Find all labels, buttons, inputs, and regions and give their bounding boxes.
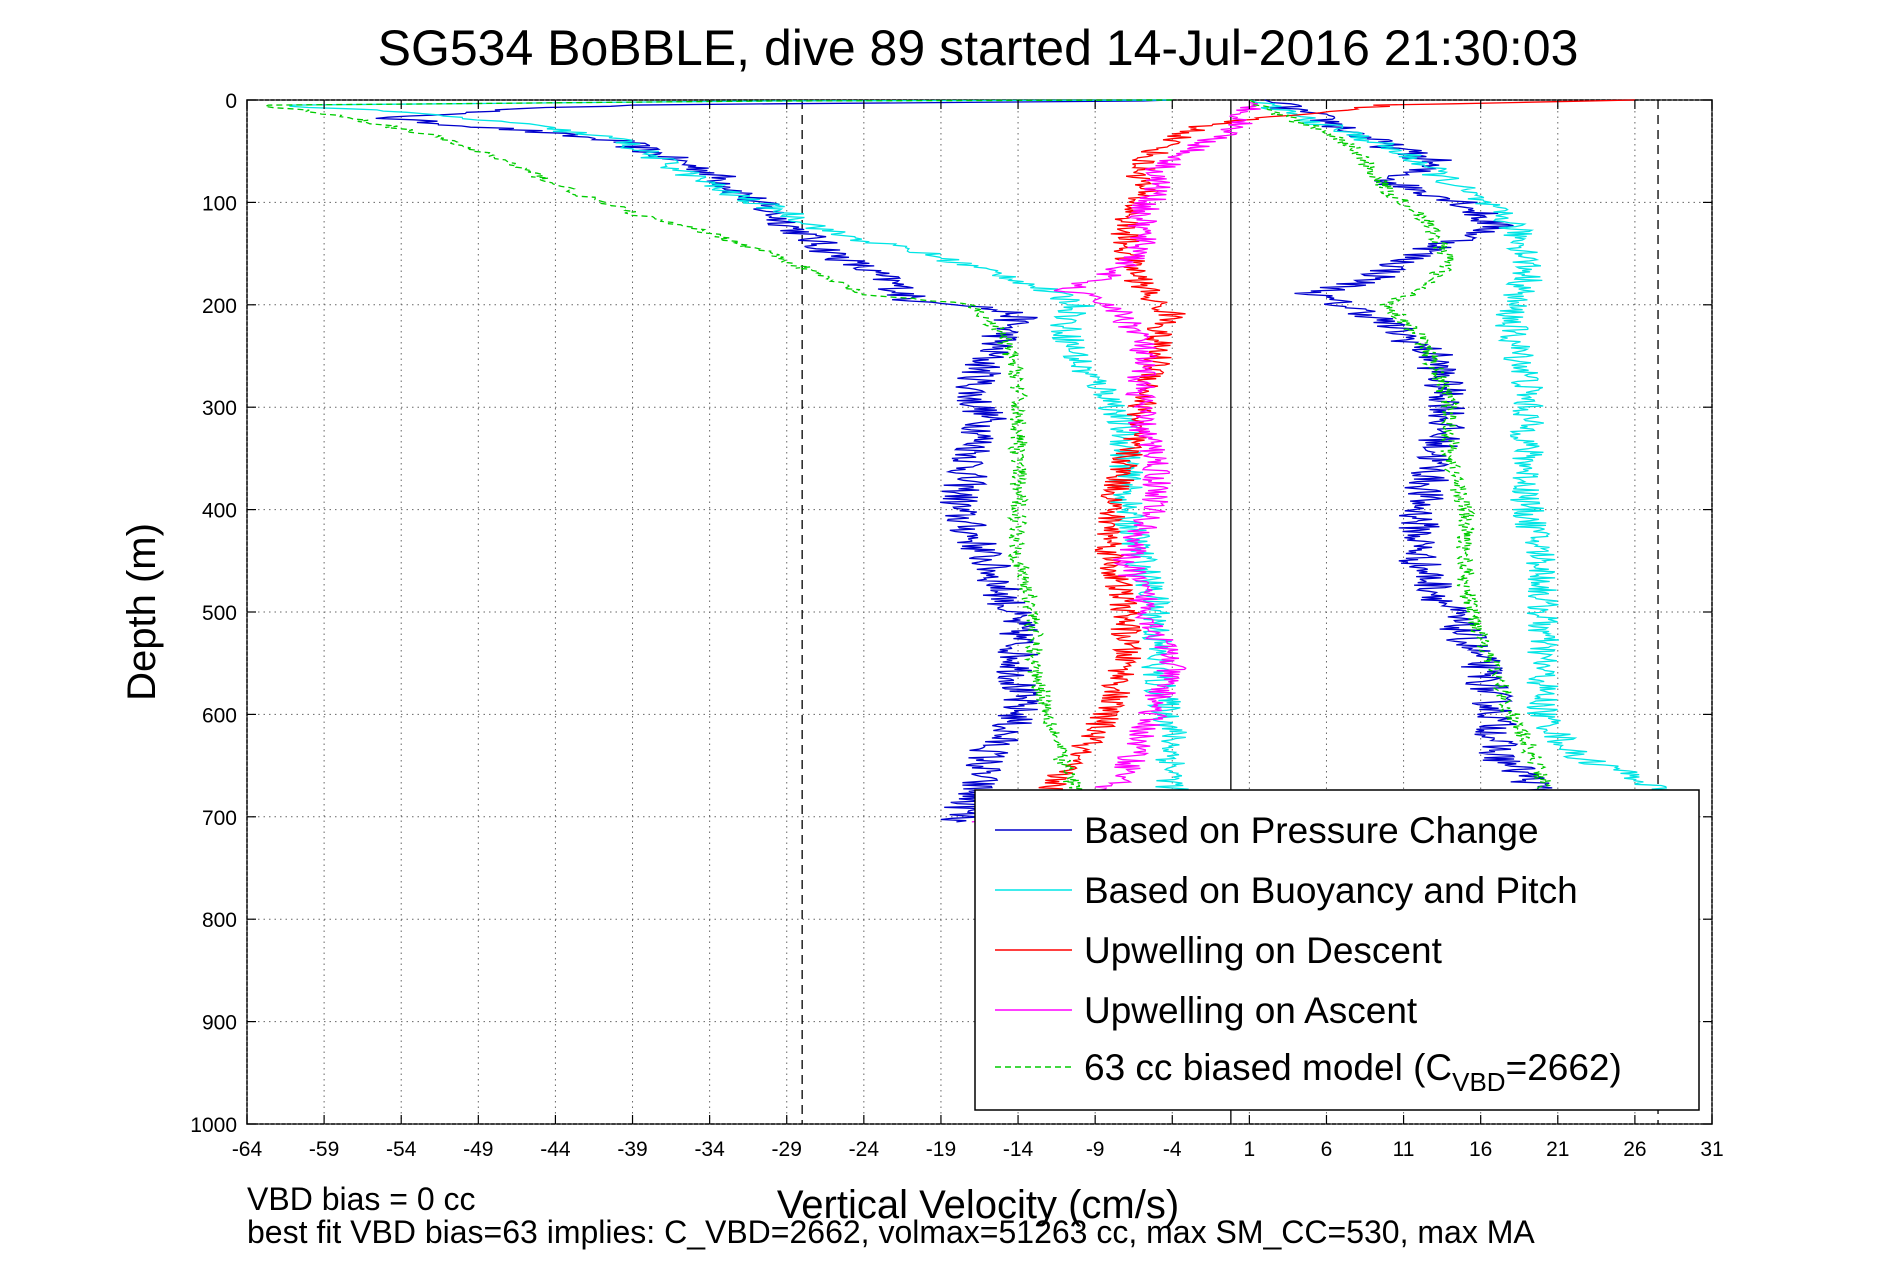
- series-line-1-branch-2: [1264, 99, 1553, 797]
- legend-label-4: Upwelling on Ascent: [1084, 990, 1418, 1031]
- x-tick-label: -64: [232, 1138, 263, 1161]
- x-tick-label: 6: [1321, 1138, 1333, 1161]
- y-tick-label: 1000: [190, 1114, 237, 1137]
- x-tick-label: -39: [617, 1138, 647, 1161]
- x-tick-label: -24: [849, 1138, 880, 1161]
- data-series: [262, 99, 1698, 823]
- x-tick-label: 21: [1546, 1138, 1569, 1161]
- y-tick-label: 500: [202, 602, 237, 625]
- legend-label-text: Upwelling on Ascent: [1084, 990, 1418, 1031]
- series-line-2-branch-2: [1249, 99, 1698, 818]
- x-tick-label: -29: [772, 1138, 802, 1161]
- y-axis-label: Depth (m): [120, 523, 164, 701]
- footer-line-2: best fit VBD bias=63 implies: C_VBD=2662…: [247, 1214, 1535, 1250]
- x-tick-label: -19: [926, 1138, 956, 1161]
- y-tick-label: 700: [202, 807, 237, 830]
- x-tick-label: -54: [386, 1138, 417, 1161]
- x-tick-label: -14: [1003, 1138, 1034, 1161]
- series-line-4-branch-1: [971, 100, 1261, 823]
- legend-label-text: Based on Buoyancy and Pitch: [1084, 870, 1578, 911]
- legend-label-text: 63 cc biased model (C: [1084, 1047, 1452, 1088]
- y-tick-label: 900: [202, 1012, 237, 1035]
- legend-label-text: Based on Pressure Change: [1084, 810, 1539, 851]
- y-tick-label: 0: [225, 90, 237, 113]
- series-line-3-branch-1: [1038, 99, 1635, 797]
- y-tick-label: 400: [202, 500, 237, 523]
- y-tick-label: 300: [202, 397, 237, 420]
- legend-label-1: Based on Pressure Change: [1084, 810, 1539, 851]
- x-axis-label: Vertical Velocity (cm/s): [777, 1183, 1179, 1227]
- legend-label-text: Upwelling on Descent: [1084, 930, 1443, 971]
- y-tick-label: 600: [202, 704, 237, 727]
- x-tick-label: 11: [1393, 1138, 1415, 1161]
- legend: Based on Pressure Change Based on Buoyanc…: [974, 789, 1700, 1111]
- x-axis-ticks: -64 -59 -54 -49 -44 -39 -34 -29 -24 -19 -14 -9 -4 1 6 1…: [232, 100, 1724, 1161]
- y-tick-label: 100: [202, 192, 237, 215]
- x-tick-label: -44: [540, 1138, 571, 1161]
- x-tick-label: 16: [1469, 1138, 1492, 1161]
- legend-label-2: Based on Buoyancy and Pitch: [1084, 870, 1578, 911]
- legend-label-5: 63 cc biased model (CVBD=2662): [1084, 1047, 1622, 1097]
- x-tick-label: 31: [1700, 1138, 1723, 1161]
- legend-box: [974, 789, 1700, 1111]
- x-tick-label: 1: [1244, 1138, 1256, 1161]
- y-tick-label: 800: [202, 909, 237, 932]
- chart-title: SG534 BoBBLE, dive 89 started 14-Jul-201…: [378, 20, 1579, 76]
- x-tick-label: -59: [309, 1138, 339, 1161]
- legend-items: Based on Pressure Change Based on Buoyanc…: [995, 810, 1622, 1097]
- series-line-1-branch-1: [375, 99, 1173, 823]
- y-axis-ticks: 0 100 200 300 400 500 600 700 800 900 1000: [190, 90, 1712, 1137]
- x-tick-label: -49: [463, 1138, 493, 1161]
- x-tick-label: -34: [694, 1138, 725, 1161]
- series-line-5-branch-2: [1249, 99, 1552, 797]
- y-tick-label: 200: [202, 295, 237, 318]
- x-tick-label: -9: [1086, 1138, 1105, 1161]
- legend-label-tail: =2662): [1506, 1047, 1622, 1088]
- x-tick-label: -4: [1163, 1138, 1182, 1161]
- legend-label-3: Upwelling on Descent: [1084, 930, 1443, 971]
- legend-label-subscript: VBD: [1452, 1067, 1505, 1097]
- footer-line-1: VBD bias = 0 cc: [247, 1181, 476, 1217]
- x-tick-label: 26: [1623, 1138, 1646, 1161]
- series-line-5-branch-1: [262, 99, 1173, 797]
